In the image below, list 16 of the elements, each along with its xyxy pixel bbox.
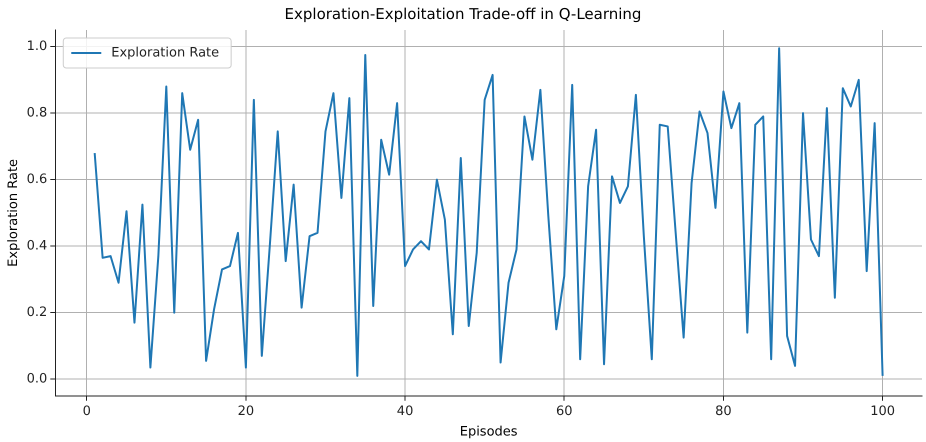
x-tick-label: 0 [82,404,91,419]
y-axis-title: Exploration Rate [6,158,22,267]
y-tick-label: 0.0 [26,372,48,387]
x-tick-label: 100 [870,404,896,419]
x-tick-label: 20 [238,404,254,419]
y-tick-label: 0.4 [26,238,48,254]
y-tick-label: 0.2 [26,305,48,320]
y-tick-label: 0.8 [26,106,48,121]
legend-label: Exploration Rate [111,45,220,60]
x-tick-label: 60 [556,404,573,419]
x-tick-label: 80 [715,404,732,419]
x-axis-title: Episodes [460,424,518,440]
x-tick-label: 40 [396,404,414,419]
chart-title: Exploration-Exploitation Trade-off in Q-Learning [284,4,642,23]
y-tick-label: 1.0 [26,39,48,54]
y-tick-label: 0.6 [26,172,48,188]
